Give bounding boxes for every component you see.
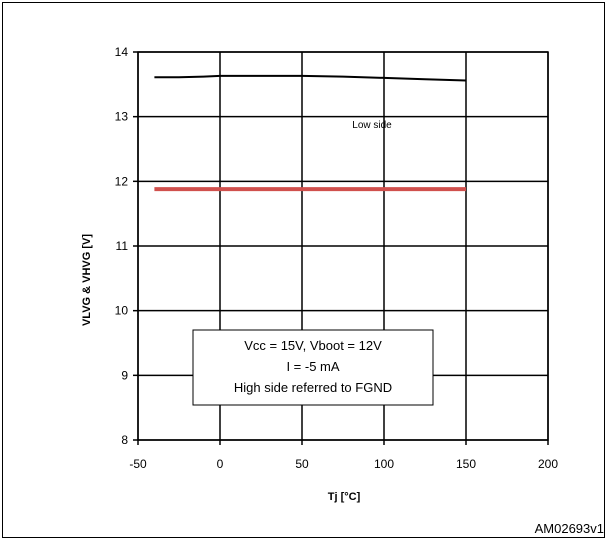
- y-tick-label: 9: [121, 368, 128, 382]
- y-tick-label: 14: [115, 45, 129, 59]
- x-tick-label: 50: [295, 457, 309, 471]
- conditions-box: Vcc = 15V, Vboot = 12V I = -5 mA High si…: [192, 329, 434, 406]
- x-tick-label: 200: [538, 457, 558, 471]
- figure-code: AM02693v1: [534, 521, 604, 536]
- conditions-line-3: High side referred to FGND: [234, 380, 392, 395]
- y-tick-label: 13: [115, 110, 129, 124]
- plot-area: [137, 51, 549, 441]
- figure-frame: [2, 2, 605, 538]
- y-tick-label: 12: [115, 174, 129, 188]
- y-axis-label: VLVG & VHVG [V]: [81, 234, 93, 326]
- x-tick-label: -50: [129, 457, 147, 471]
- conditions-line-1: Vcc = 15V, Vboot = 12V: [244, 338, 382, 353]
- series-line-low-side: [154, 74, 467, 82]
- series-group: [154, 74, 467, 192]
- y-tick-label: 11: [116, 239, 129, 253]
- x-axis-label: Tj [°C]: [328, 491, 361, 503]
- y-tick-label: 10: [115, 304, 129, 318]
- y-tick-label: 8: [121, 433, 128, 447]
- conditions-line-2: I = -5 mA: [286, 359, 339, 374]
- x-tick-label: 0: [217, 457, 224, 471]
- x-tick-label: 100: [374, 457, 394, 471]
- tick-labels: 8 9 10 11 12 13 14 -50 0 50 100 150 200: [115, 45, 559, 471]
- x-tick-label: 150: [456, 457, 476, 471]
- series-label-low-side: Low side: [352, 120, 392, 131]
